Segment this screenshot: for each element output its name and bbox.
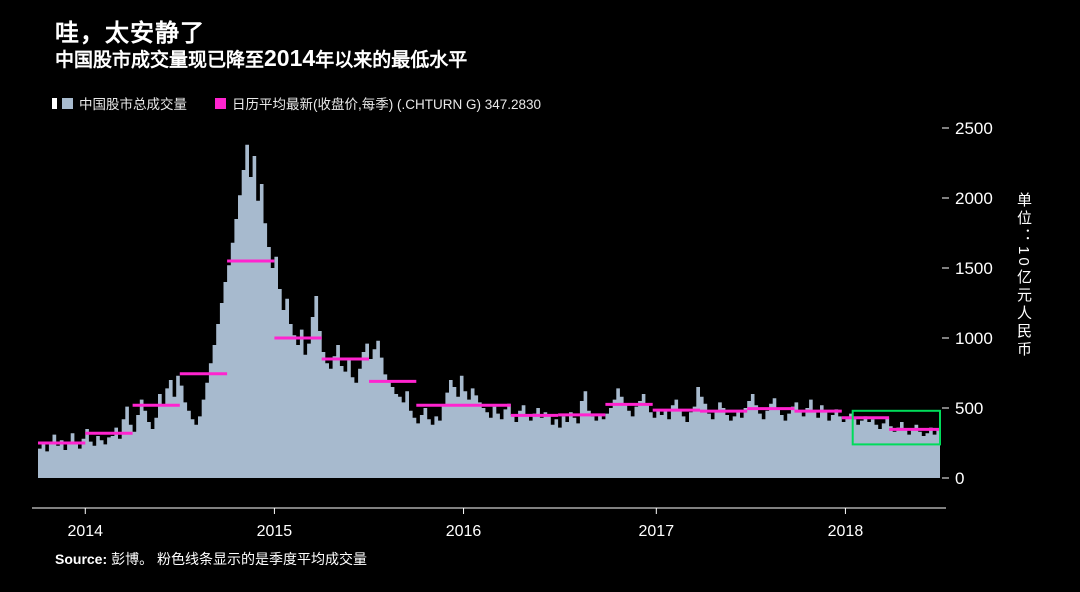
y-axis-tick-label: 2500 [955, 119, 993, 138]
subtitle-year: 2014 [264, 45, 316, 71]
volume-swatch-icon [62, 97, 73, 109]
y-axis-tick-label: 500 [955, 399, 983, 418]
x-axis-tick-label: 2017 [639, 523, 675, 540]
legend-cursor-icon [52, 97, 57, 109]
x-axis-tick-label: 2014 [67, 523, 103, 540]
source-note: Source: 彭博。 粉色线条显示的是季度平均成交量 [55, 549, 367, 569]
source-label: Source: [55, 551, 108, 567]
x-axis-tick-label: 2016 [446, 523, 482, 540]
legend-average-label: 日历平均最新(收盘价,每季) (.CHTURN G) 347.2830 [232, 97, 542, 112]
y-axis-tick-label: 1500 [955, 259, 993, 278]
legend: 中国股市总成交量 日历平均最新(收盘价,每季) (.CHTURN G) 347.… [52, 93, 569, 113]
page-title: 哇，太安静了 [55, 20, 205, 47]
legend-item-average: 日历平均最新(收盘价,每季) (.CHTURN G) 347.2830 [215, 93, 541, 113]
chart-subtitle: 中国股市成交量现已降至2014年以来的最低水平 [55, 45, 467, 72]
subtitle-prefix: 中国股市成交量现已降至 [55, 50, 265, 71]
source-text: 彭博。 粉色线条显示的是季度平均成交量 [111, 551, 368, 567]
y-axis-tick-label: 0 [955, 469, 964, 488]
highlight-box [851, 409, 942, 446]
y-axis-tick-label: 1000 [955, 329, 993, 348]
legend-item-volume: 中国股市总成交量 [62, 93, 187, 113]
x-axis-tick-label: 2018 [828, 523, 864, 540]
legend-volume-label: 中国股市总成交量 [79, 97, 187, 112]
subtitle-suffix: 年以来的最低水平 [315, 50, 468, 71]
y-axis-tick-label: 2000 [955, 189, 993, 208]
volume-area-series [38, 144, 940, 479]
average-swatch-icon [215, 97, 226, 109]
y-axis-unit-label: 单位：10亿元人民币 [1015, 192, 1032, 359]
x-axis-tick-label: 2015 [257, 523, 293, 540]
